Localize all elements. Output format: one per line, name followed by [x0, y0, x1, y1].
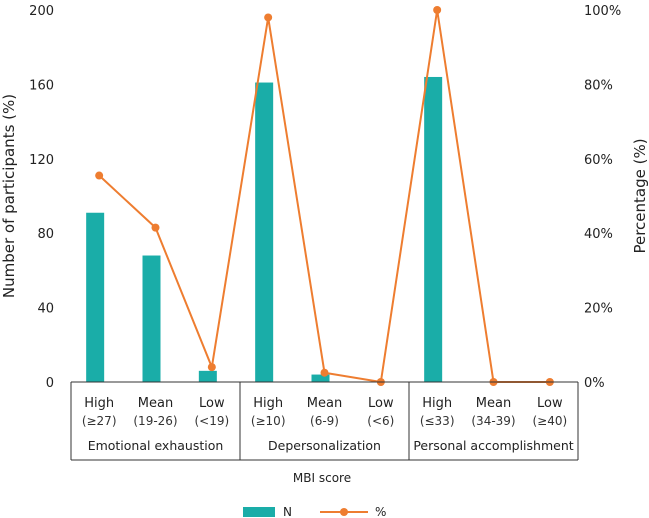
- legend-line-label: %: [375, 505, 386, 518]
- y-left-tick-label: 160: [29, 78, 54, 93]
- group-label: Emotional exhaustion: [88, 438, 224, 453]
- bar: [142, 255, 161, 382]
- category-range: (<19): [194, 414, 229, 428]
- bar: [86, 212, 105, 382]
- line-point: [95, 171, 104, 180]
- line-point: [433, 6, 442, 14]
- y-right-tick-label: 80%: [584, 78, 613, 93]
- category-label: Mean: [307, 396, 342, 411]
- y-left-tick-label: 200: [29, 4, 54, 19]
- line-series: [95, 6, 554, 386]
- y-left-tick-label: 80: [37, 227, 54, 242]
- y-right-tick-label: 0%: [584, 376, 605, 391]
- category-label: High: [422, 396, 452, 411]
- line-point: [151, 223, 160, 232]
- group-label: Depersonalization: [268, 438, 381, 453]
- category-range: (≤33): [420, 414, 455, 428]
- line-point: [264, 13, 273, 22]
- category-range: (34-39): [471, 414, 515, 428]
- line-point: [320, 368, 329, 377]
- bar: [198, 370, 217, 382]
- category-label: Mean: [476, 396, 511, 411]
- category-range: (≥27): [82, 414, 117, 428]
- x-axis-title: MBI score: [293, 471, 351, 485]
- y-right-tick-label: 20%: [584, 302, 613, 317]
- bar: [311, 374, 330, 382]
- legend-line-marker: [340, 508, 348, 516]
- category-range: (<6): [367, 414, 394, 428]
- category-range: (≥40): [532, 414, 567, 428]
- x-axis: High (≥27) Mean (19-26) Low (<19) High (≥10) Mea…: [70, 381, 579, 461]
- category-label: Low: [199, 396, 225, 411]
- category-label: High: [253, 396, 283, 411]
- legend-bar-label: N: [283, 505, 292, 518]
- y-axis-left-title: Number of participants (%): [0, 94, 18, 298]
- category-label: High: [84, 396, 114, 411]
- legend-bar-swatch: [243, 507, 275, 517]
- category-range: (6-9): [310, 414, 339, 428]
- category-label: Mean: [138, 396, 173, 411]
- bar: [255, 82, 274, 382]
- category-label: Low: [537, 396, 563, 411]
- percentage-line: [98, 9, 550, 384]
- bar-series: [86, 76, 443, 383]
- y-right-tick-label: 40%: [584, 227, 613, 242]
- y-left-tick-label: 40: [37, 302, 54, 317]
- y-left-tick-label: 0: [46, 376, 54, 391]
- category-range: (≥10): [251, 414, 286, 428]
- group-label: Personal accomplishment: [413, 438, 573, 453]
- y-right-tick-label: 100%: [584, 4, 621, 19]
- category-range: (19-26): [133, 414, 177, 428]
- bar: [424, 76, 443, 383]
- left-axis: 0 40 80 120 160 200: [29, 4, 54, 391]
- line-point: [207, 363, 216, 372]
- category-label: Low: [368, 396, 394, 411]
- y-right-tick-label: 60%: [584, 153, 613, 168]
- y-left-tick-label: 120: [29, 153, 54, 168]
- legend: N %: [243, 505, 386, 518]
- right-axis: 0% 20% 40% 60% 80% 100%: [584, 4, 621, 391]
- y-axis-right-title: Percentage (%): [631, 138, 649, 253]
